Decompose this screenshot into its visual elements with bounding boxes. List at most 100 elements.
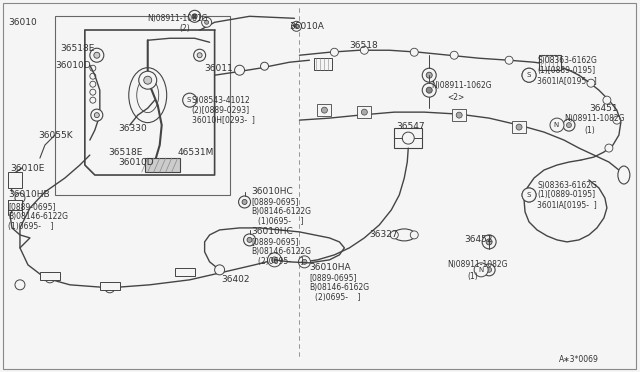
Text: 36055K: 36055K: [38, 131, 72, 140]
Text: 36452: 36452: [464, 235, 493, 244]
Bar: [452, 109, 466, 121]
Text: [0889-0695]: [0889-0695]: [252, 198, 299, 206]
Circle shape: [192, 14, 197, 19]
Text: S)08543-41012: S)08543-41012: [191, 96, 250, 105]
Text: 36010A: 36010A: [289, 22, 324, 31]
Text: 36010: 36010: [8, 18, 36, 27]
Text: 36010E: 36010E: [10, 164, 44, 173]
Circle shape: [15, 280, 25, 290]
Text: (2)[0889-0293]: (2)[0889-0293]: [191, 106, 250, 115]
Circle shape: [205, 20, 209, 24]
Circle shape: [214, 265, 225, 275]
Text: S: S: [526, 72, 531, 78]
Polygon shape: [145, 158, 180, 172]
Text: [0889-0695]: [0889-0695]: [8, 202, 56, 211]
Text: N)08911-1081G: N)08911-1081G: [148, 14, 208, 23]
Circle shape: [189, 10, 200, 22]
Bar: [512, 121, 526, 133]
Text: 3601IA[0195-  ]: 3601IA[0195- ]: [537, 76, 596, 85]
Text: 36010HA: 36010HA: [310, 263, 351, 272]
Circle shape: [139, 71, 157, 89]
Circle shape: [202, 17, 212, 27]
Text: (1)[0889-0195]: (1)[0889-0195]: [537, 66, 595, 75]
Circle shape: [505, 56, 513, 64]
Circle shape: [302, 259, 307, 264]
Circle shape: [550, 118, 564, 132]
Circle shape: [271, 257, 278, 263]
Circle shape: [144, 76, 152, 84]
Text: 36010D: 36010D: [55, 61, 90, 70]
Text: B)08146-6162G: B)08146-6162G: [310, 283, 369, 292]
Circle shape: [410, 231, 419, 239]
Bar: [314, 58, 332, 70]
Text: S: S: [526, 192, 531, 198]
Circle shape: [362, 109, 367, 115]
Text: <2>: <2>: [447, 93, 465, 102]
Circle shape: [474, 263, 488, 277]
Text: N: N: [478, 267, 483, 273]
Circle shape: [603, 96, 611, 104]
Circle shape: [247, 237, 252, 243]
Ellipse shape: [394, 229, 415, 241]
Text: 36451: 36451: [589, 104, 618, 113]
Circle shape: [242, 199, 247, 205]
Circle shape: [426, 72, 432, 78]
Circle shape: [298, 256, 310, 268]
Bar: [394, 128, 422, 148]
Text: (1)[0889-0195]: (1)[0889-0195]: [537, 190, 595, 199]
Polygon shape: [8, 172, 22, 188]
Circle shape: [410, 48, 419, 56]
Circle shape: [450, 51, 458, 59]
Text: 36518E: 36518E: [108, 148, 142, 157]
Text: B)08146-6122G: B)08146-6122G: [252, 247, 312, 256]
Text: 36518E: 36518E: [60, 44, 94, 53]
Bar: [539, 55, 561, 70]
Circle shape: [486, 239, 492, 245]
Text: [0889-0695]: [0889-0695]: [310, 273, 357, 282]
Text: S)08363-6162G: S)08363-6162G: [537, 56, 597, 65]
Circle shape: [94, 113, 99, 118]
Text: (1): (1): [467, 272, 478, 281]
Circle shape: [260, 62, 269, 70]
Circle shape: [486, 267, 492, 272]
Ellipse shape: [618, 166, 630, 184]
Circle shape: [90, 48, 104, 62]
Circle shape: [516, 124, 522, 130]
Circle shape: [294, 24, 298, 28]
Circle shape: [244, 234, 255, 246]
Circle shape: [91, 109, 103, 121]
Bar: [55, 16, 230, 195]
Circle shape: [330, 48, 339, 56]
Ellipse shape: [129, 68, 166, 123]
Text: 36010HB: 36010HB: [8, 190, 50, 199]
Circle shape: [522, 188, 536, 202]
Circle shape: [563, 119, 575, 131]
Circle shape: [522, 188, 536, 202]
Circle shape: [268, 253, 282, 267]
Circle shape: [566, 123, 572, 128]
Bar: [317, 104, 332, 116]
Text: A∗3*0069: A∗3*0069: [559, 355, 599, 364]
Text: (2)0695-    ]: (2)0695- ]: [257, 257, 303, 266]
Circle shape: [390, 231, 398, 239]
Text: S)08363-6162G: S)08363-6162G: [537, 180, 597, 189]
Circle shape: [15, 193, 25, 203]
Circle shape: [422, 83, 436, 97]
Ellipse shape: [137, 78, 159, 113]
Text: N)08911-1082G: N)08911-1082G: [447, 260, 508, 269]
Circle shape: [360, 46, 369, 54]
Text: 36010HC: 36010HC: [252, 227, 293, 237]
Text: 36547: 36547: [396, 122, 425, 131]
Circle shape: [613, 116, 621, 124]
Circle shape: [403, 132, 414, 144]
Text: 36330: 36330: [118, 124, 147, 132]
Circle shape: [522, 68, 536, 82]
Circle shape: [321, 107, 328, 113]
Text: 3601IA[0195-  ]: 3601IA[0195- ]: [537, 201, 596, 209]
Text: 36010HC: 36010HC: [252, 187, 293, 196]
Text: N)08911-1062G: N)08911-1062G: [431, 81, 492, 90]
Circle shape: [182, 93, 196, 107]
Text: (2)0695-    ]: (2)0695- ]: [316, 293, 361, 302]
Text: [0889-0695]: [0889-0695]: [252, 237, 299, 246]
Bar: [8, 200, 22, 210]
